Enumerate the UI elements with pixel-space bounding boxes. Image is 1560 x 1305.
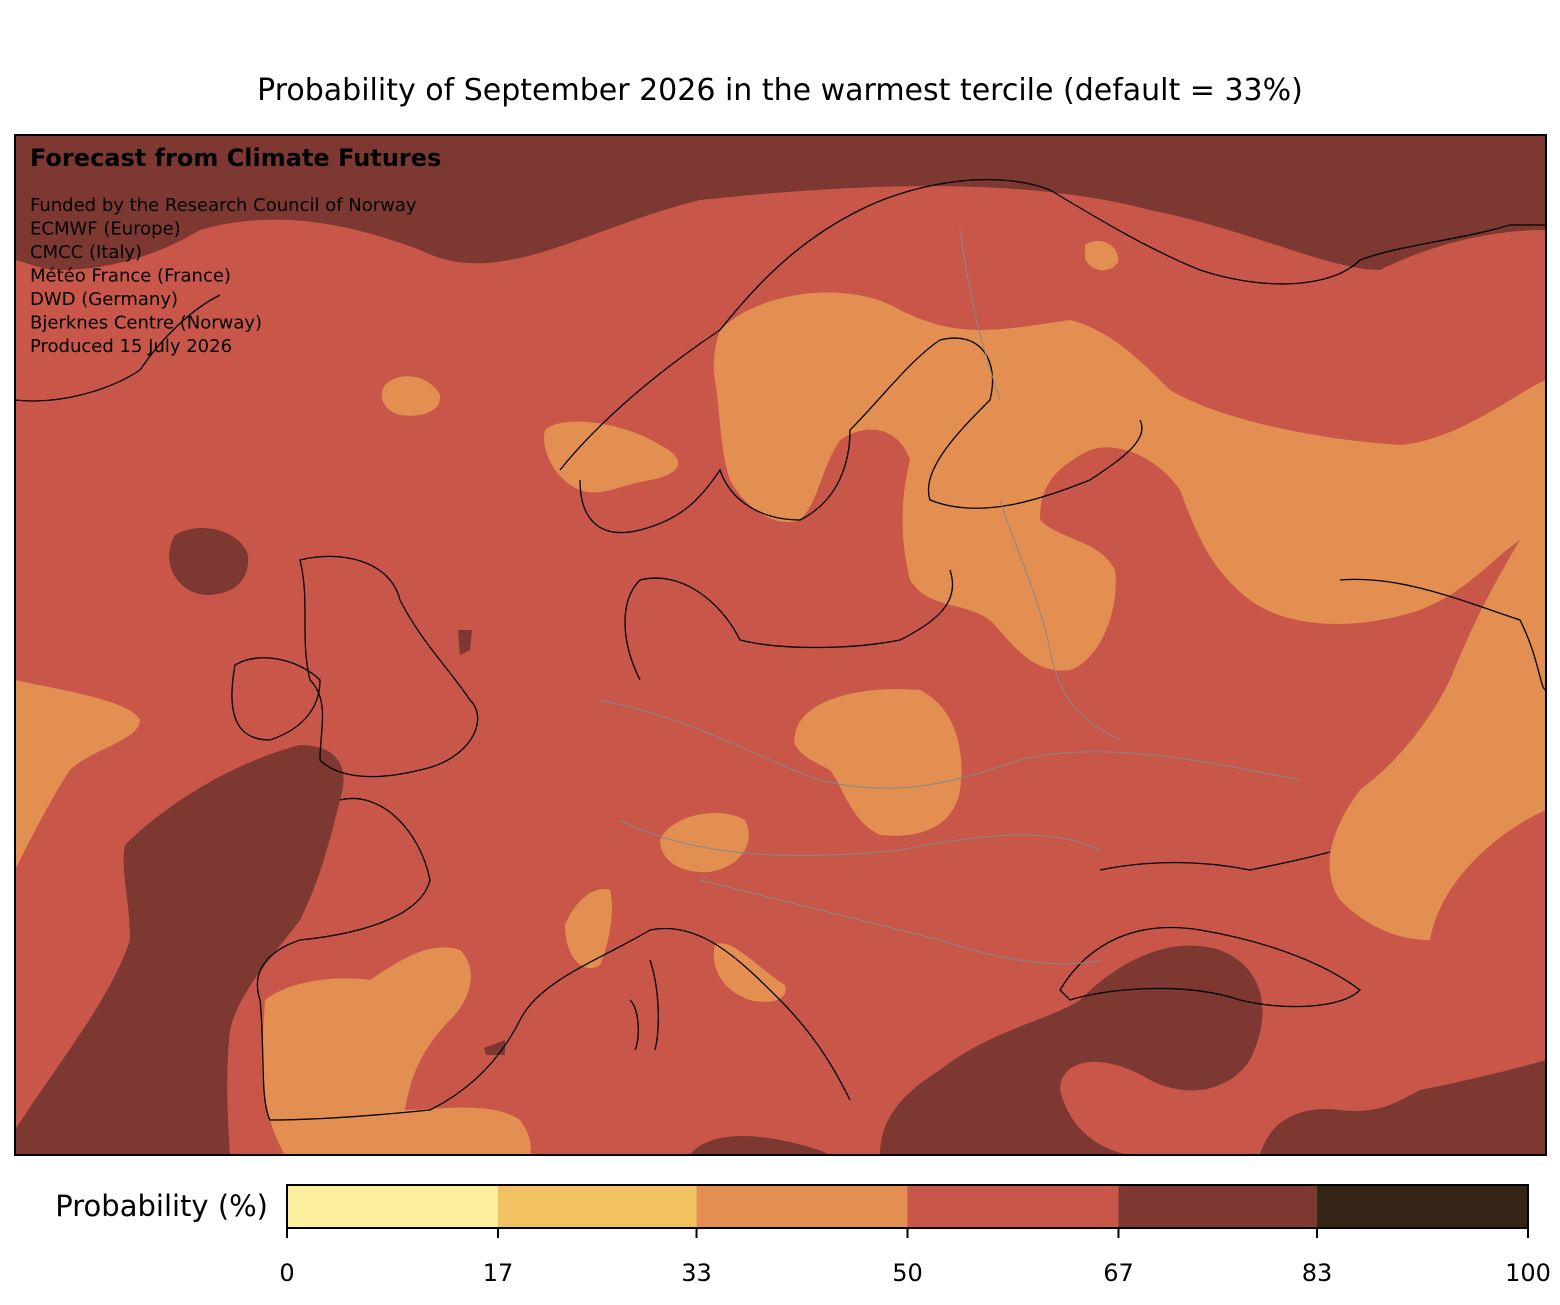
credit-line: Produced 15 July 2026 (30, 336, 232, 357)
map-background (15, 135, 1546, 1155)
colorbar-tick-label: 83 (1302, 1259, 1333, 1287)
credit-line: Météo France (France) (30, 266, 231, 287)
colorbar: 0 17 33 50 67 83 100 (279, 1184, 1551, 1287)
dark-regions (15, 135, 1546, 1155)
credit-line: DWD (Germany) (30, 289, 178, 310)
colorbar-tick-label: 67 (1103, 1259, 1134, 1287)
colorbar-segment (1118, 1185, 1318, 1228)
credit-line: ECMWF (Europe) (30, 219, 181, 240)
credit-line: CMCC (Italy) (30, 242, 142, 263)
colorbar-tick-label: 33 (681, 1259, 712, 1287)
colorbar-segment (907, 1185, 1119, 1228)
map-frame (14, 134, 1547, 1156)
colorbar-segment (287, 1185, 498, 1228)
colorbar-tick-label: 100 (1505, 1259, 1551, 1287)
colorbar-tick-label: 50 (892, 1259, 923, 1287)
map-heading: Forecast from Climate Futures (30, 144, 441, 172)
orange-regions (15, 241, 1546, 1155)
coastlines (15, 178, 1546, 1121)
colorbar-tick-label: 17 (483, 1259, 514, 1287)
map (15, 135, 1546, 1155)
credit-line: Funded by the Research Council of Norway (30, 195, 417, 216)
colorbar-segment (1317, 1185, 1528, 1228)
credits: Funded by the Research Council of Norway… (30, 195, 417, 357)
colorbar-label: Probability (%) (55, 1189, 268, 1223)
credit-line: Bjerknes Centre (Norway) (30, 313, 262, 334)
borders (599, 229, 1301, 965)
colorbar-segment (497, 1185, 697, 1228)
colorbar-segment (696, 1185, 908, 1228)
colorbar-tick-label: 0 (279, 1259, 294, 1287)
map-title: Probability of September 2026 in the war… (257, 73, 1303, 108)
